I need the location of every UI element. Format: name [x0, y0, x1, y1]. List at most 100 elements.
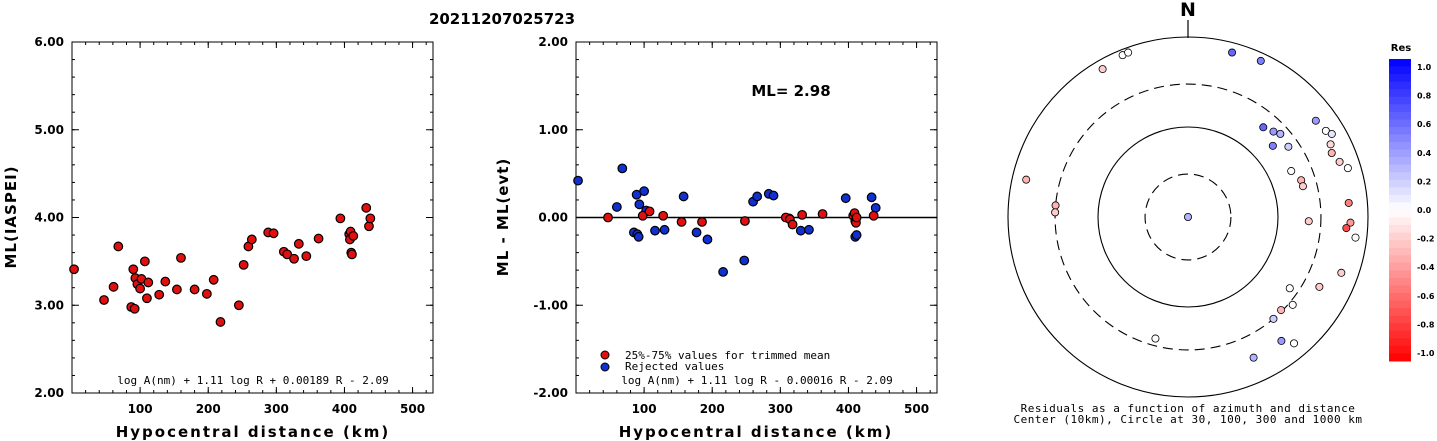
colorbar-segment — [1389, 187, 1411, 196]
colorbar-segment — [1389, 104, 1411, 113]
colorbar-tick-label: -1.0 — [1417, 349, 1435, 358]
data-point — [817, 209, 828, 219]
colorbar-segment — [1389, 240, 1411, 249]
colorbar-tick-label: -0.4 — [1417, 263, 1435, 272]
station-point — [1098, 65, 1107, 74]
data-point — [347, 249, 357, 260]
ring-1000km — [1007, 36, 1369, 398]
data-point — [795, 225, 806, 236]
data-point — [644, 206, 655, 217]
legend-label-rejected: Rejected values — [625, 360, 724, 373]
station-point — [1343, 164, 1352, 173]
colorbar-segment — [1389, 285, 1411, 294]
p1-x-tick-label: 400 — [332, 402, 357, 416]
station-point — [1276, 129, 1285, 138]
station-point — [1304, 217, 1313, 226]
station-point — [1268, 141, 1277, 150]
data-point — [335, 213, 346, 224]
station-point — [1277, 336, 1286, 345]
colorbar-segment — [1389, 157, 1411, 166]
data-point — [868, 210, 879, 221]
colorbar-tick-label: 0.2 — [1417, 177, 1431, 186]
colorbar-segment — [1389, 353, 1411, 362]
colorbar-segment — [1389, 134, 1411, 143]
data-point — [293, 238, 304, 249]
data-point — [129, 303, 140, 314]
data-point — [804, 224, 814, 235]
colorbar-segment — [1389, 315, 1411, 324]
data-point — [135, 283, 146, 294]
data-point — [787, 219, 798, 230]
data-point — [301, 251, 312, 262]
legend-marker-trimmed — [600, 350, 610, 360]
data-point — [840, 193, 851, 204]
colorbar-segment — [1389, 119, 1411, 128]
data-point — [659, 224, 670, 235]
data-point — [201, 288, 212, 299]
station-point — [1051, 201, 1060, 210]
data-point — [143, 277, 154, 288]
data-point — [160, 276, 171, 287]
colorbar-tick-label: -0.6 — [1417, 292, 1435, 301]
station-point — [1344, 198, 1353, 207]
station-point — [1022, 175, 1031, 184]
station-point — [1335, 157, 1344, 166]
colorbar-segment — [1389, 111, 1411, 120]
station-point — [1311, 116, 1320, 125]
formula-1: log A(nm) + 1.11 log R + 0.00189 R - 2.0… — [117, 374, 389, 387]
colorbar-tick-label: -0.2 — [1417, 235, 1435, 244]
colorbar-segment — [1389, 217, 1411, 226]
station-point — [1327, 129, 1336, 138]
formula-2: log A(nm) + 1.11 log R - 0.00016 R - 2.0… — [621, 374, 893, 387]
station-point — [1326, 140, 1335, 149]
station-point — [1259, 123, 1268, 132]
colorbar-segment — [1389, 210, 1411, 219]
data-point — [702, 234, 713, 245]
data-point — [740, 216, 750, 226]
colorbar-segment — [1389, 74, 1411, 83]
station-point — [1051, 208, 1060, 217]
data-point — [639, 186, 650, 197]
colorbar-segment — [1389, 308, 1411, 317]
p1-y-tick-label: 5.00 — [34, 123, 64, 137]
data-point — [752, 191, 763, 202]
data-point — [348, 231, 359, 241]
panel-ml-iaspei: ML(IASPEI) Hypocentral distance (km) log… — [2, 35, 434, 441]
distance-rings — [1007, 36, 1369, 398]
colorbar-title: Res — [1391, 43, 1411, 54]
station-point — [1327, 149, 1336, 158]
colorbar-segment — [1389, 164, 1411, 173]
data-point — [313, 233, 324, 244]
panel-polar: N Residuals as a function of azimuth and… — [1007, 0, 1435, 426]
data-point — [108, 281, 119, 292]
data-point — [851, 230, 862, 240]
data-point — [637, 210, 648, 221]
data-point — [139, 256, 150, 267]
colorbar-segment — [1389, 300, 1411, 309]
data-point — [866, 192, 877, 203]
y-axis-label-1: ML(IASPEI) — [2, 165, 20, 268]
colorbar-segment — [1389, 194, 1411, 203]
data-point — [238, 259, 249, 270]
station-points — [1022, 48, 1360, 362]
station-point — [1284, 142, 1293, 151]
data-point — [364, 221, 374, 232]
data-point — [215, 317, 226, 327]
data-point — [268, 228, 279, 239]
p2-x-tick-label: 500 — [904, 402, 929, 416]
data-point — [697, 216, 707, 227]
data-point — [69, 264, 79, 275]
p1-x-tick-label: 500 — [400, 402, 425, 416]
figure-title: 20211207025723 — [429, 10, 575, 28]
points-2 — [573, 163, 881, 277]
colorbar-tick-label: 1.0 — [1417, 63, 1432, 72]
colorbar-tick-label: -0.8 — [1417, 320, 1435, 329]
colorbar-segment — [1389, 277, 1411, 286]
data-point — [617, 163, 628, 174]
data-point — [870, 202, 881, 213]
colorbar-segment — [1389, 255, 1411, 264]
data-point — [739, 255, 750, 266]
data-point — [142, 293, 152, 304]
x-axis-label-2: Hypocentral distance (km) — [619, 423, 894, 441]
colorbar-segment — [1389, 142, 1411, 151]
